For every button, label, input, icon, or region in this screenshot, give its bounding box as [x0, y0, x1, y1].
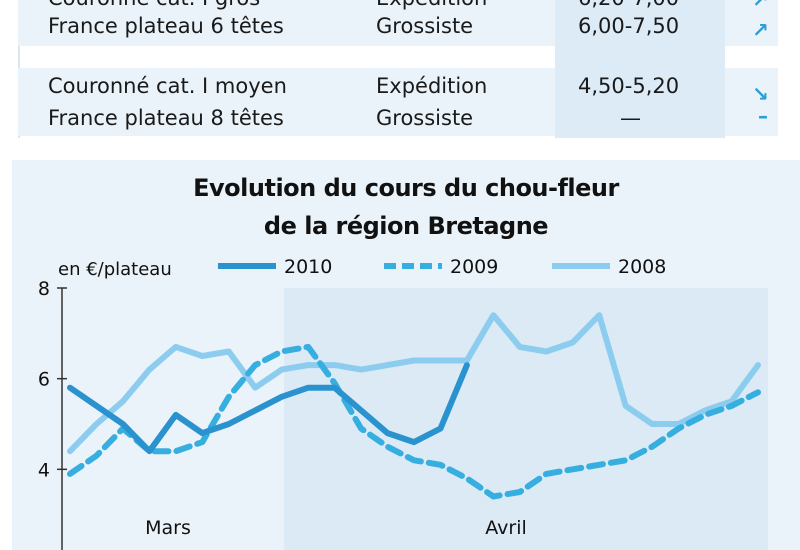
series-line-2009 [67, 343, 761, 500]
market-stage: Grossiste [376, 106, 474, 130]
legend-label: 2010 [284, 256, 332, 278]
price-range: 4,50-5,20 [578, 74, 680, 98]
month-label: Avril [485, 517, 527, 539]
y-tick-label: 8 [38, 278, 50, 300]
month-label: Mars [145, 517, 191, 539]
y-axis-label: en €/plateau [58, 259, 172, 280]
y-tick-label: 4 [38, 459, 50, 481]
trend-down-icon: ↘ [752, 82, 769, 106]
price-range: 6,20-7,00 [578, 0, 679, 10]
market-stage: Grossiste [376, 14, 474, 38]
legend-label: 2008 [618, 256, 666, 278]
trend-up-icon: ↗ [752, 0, 769, 12]
price-column [555, 0, 725, 138]
price-range: 6,00-7,50 [578, 14, 680, 38]
chart-title: Evolution du cours du chou-fleur [193, 174, 619, 202]
product-name: Couronné cat. I gros [48, 0, 260, 10]
market-stage: Expédition [376, 74, 488, 98]
series-line-2010 [67, 362, 470, 455]
product-name: Couronné cat. I moyen [48, 74, 287, 98]
product-detail: France plateau 8 têtes [48, 106, 284, 130]
chart-panel: Evolution du cours du chou-fleur de la r… [12, 160, 800, 550]
y-tick-label: 6 [38, 369, 50, 391]
chart-subtitle: de la région Bretagne [263, 212, 549, 240]
price-range: — [620, 106, 641, 130]
product-detail: France plateau 6 têtes [48, 14, 284, 38]
trend-flat-icon: – [758, 104, 768, 128]
trend-up-icon: ↗ [752, 18, 769, 42]
market-stage: Expédition [376, 0, 487, 10]
series-line-2008 [67, 312, 761, 455]
legend-label: 2009 [450, 256, 498, 278]
